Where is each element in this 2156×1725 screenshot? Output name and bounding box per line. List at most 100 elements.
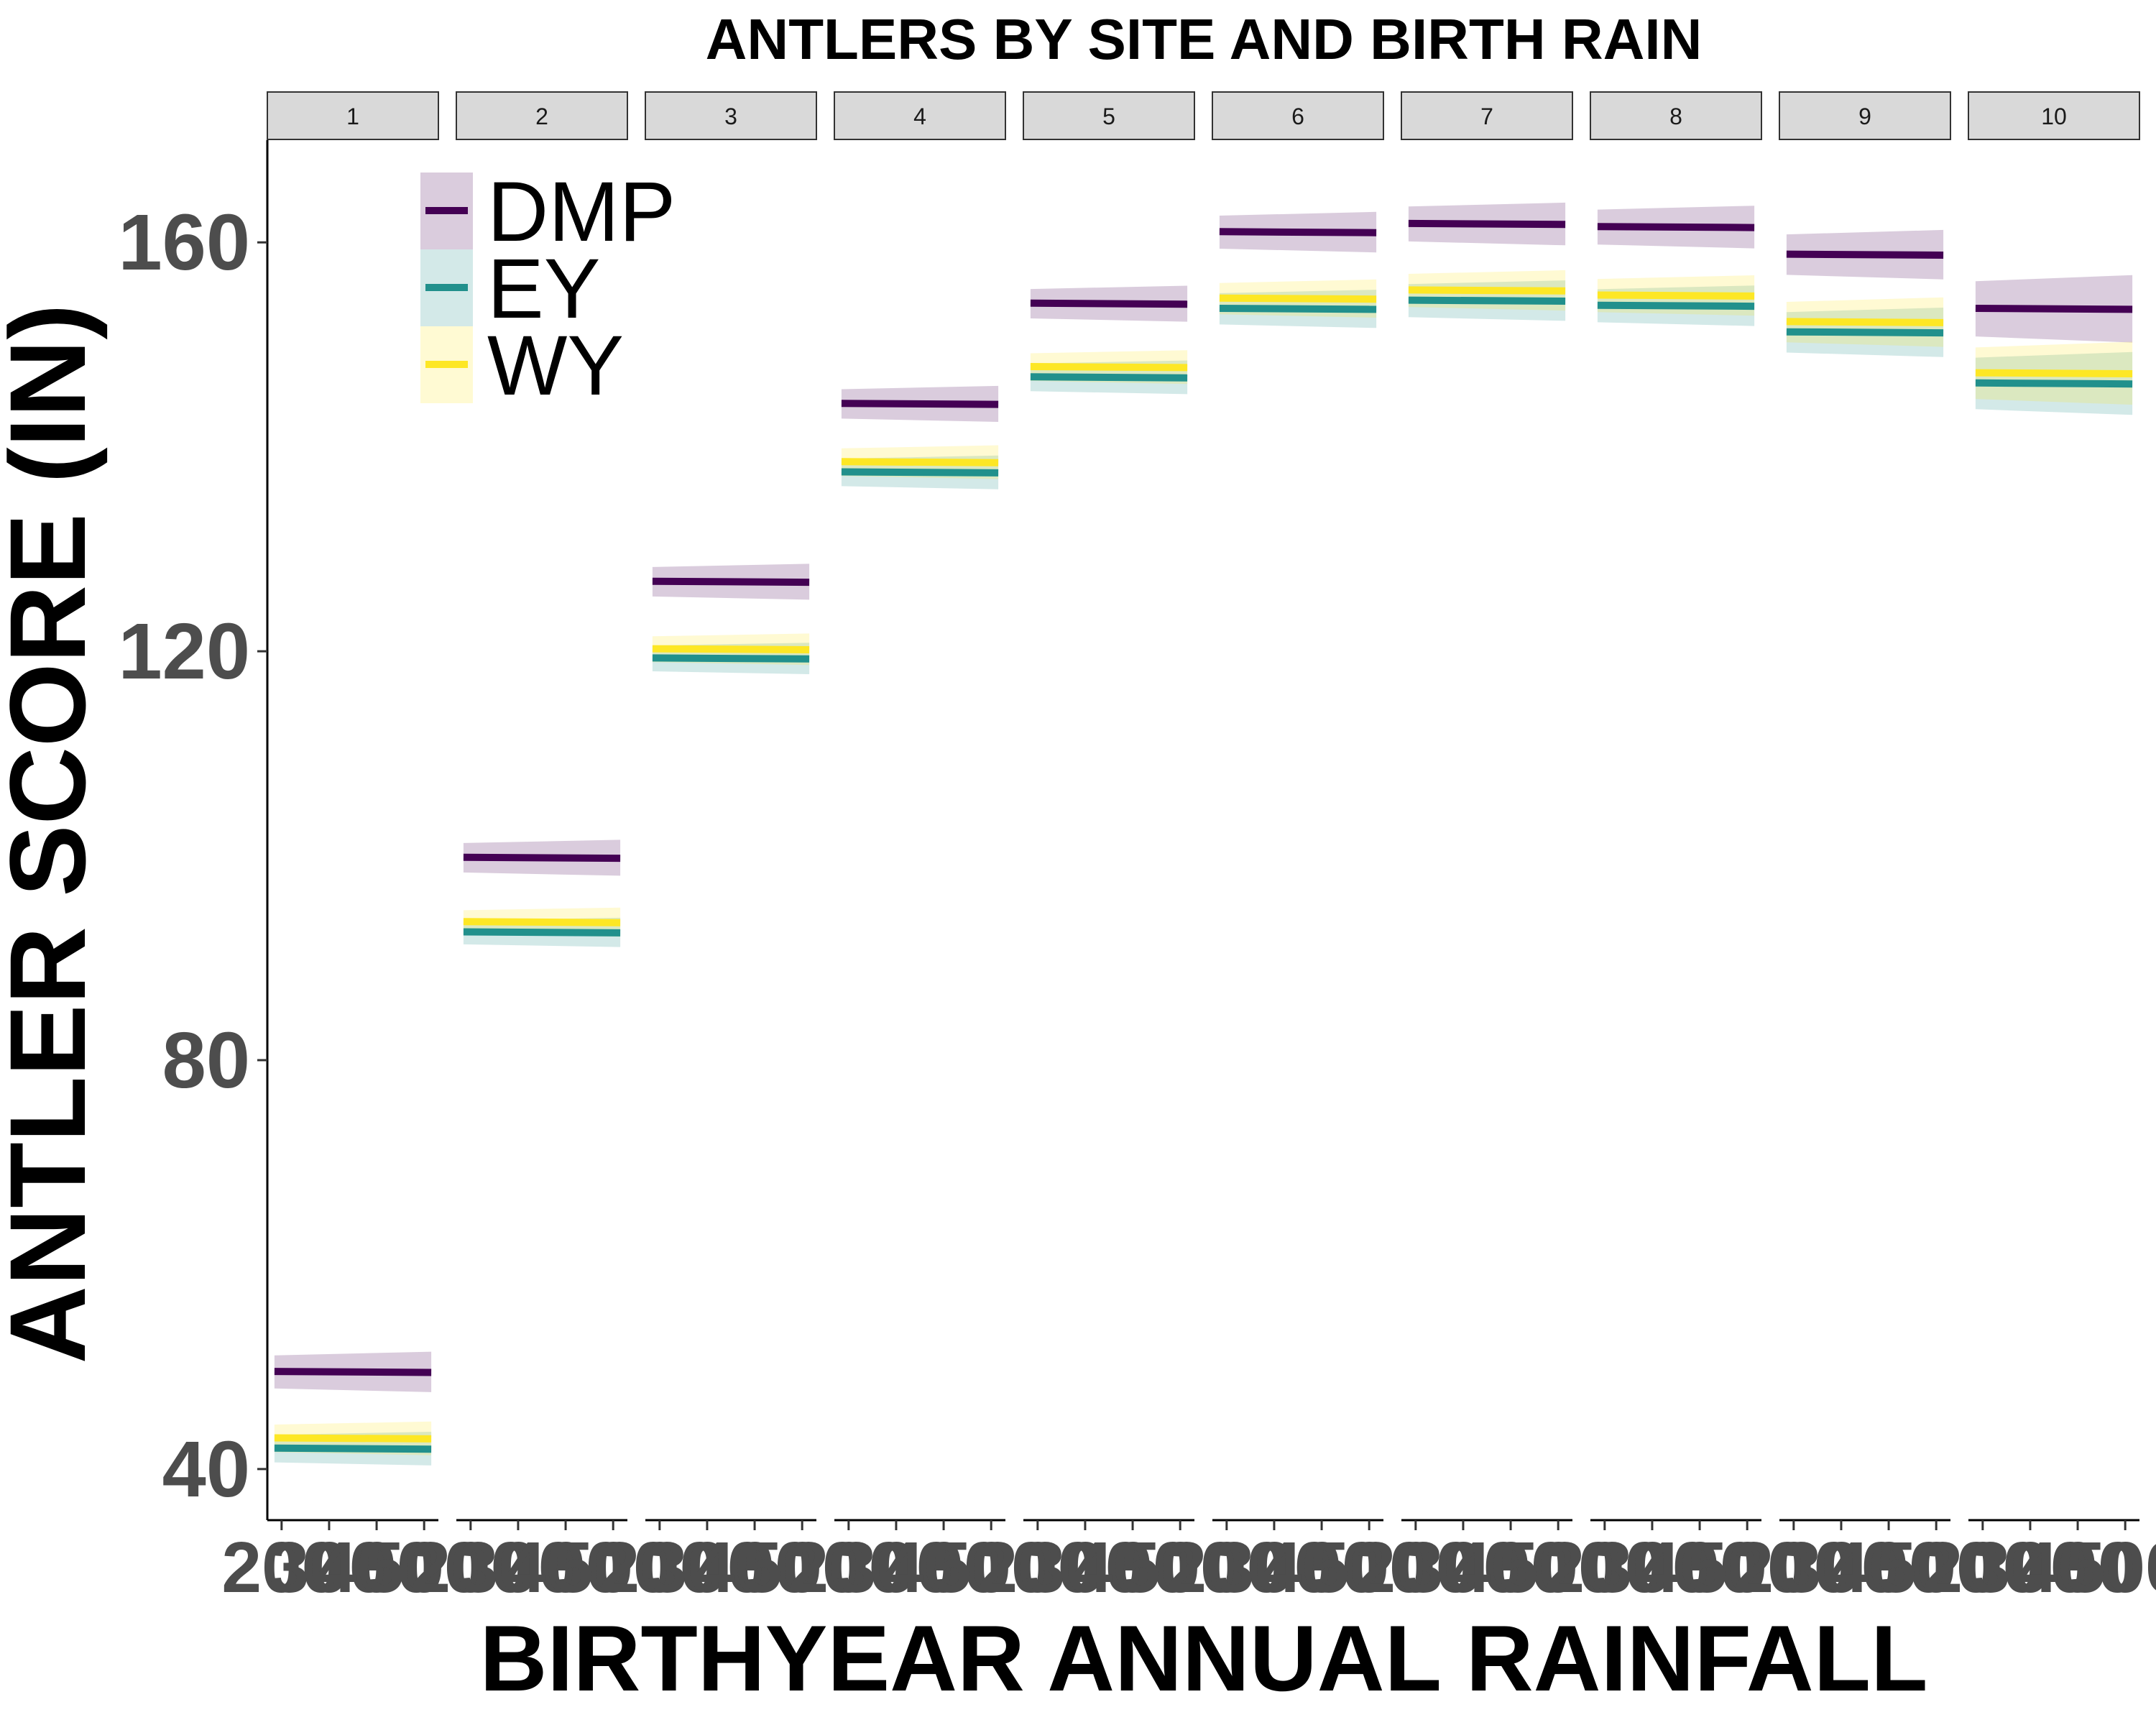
x-tick-label-2-400: 400 (506, 1527, 626, 1608)
x-tick-label-9-500: 500 (1876, 1527, 1996, 1608)
y-tick-label-160: 160 (118, 198, 250, 287)
x-tick-label-10-500: 500 (2065, 1527, 2156, 1608)
line-ey-2 (463, 928, 621, 937)
x-tick-label-4-400: 400 (884, 1527, 1004, 1608)
line-ey-4 (841, 468, 999, 477)
x-tick-label-8-300: 300 (1593, 1527, 1713, 1608)
x-tick-label-3-400: 400 (695, 1527, 815, 1608)
facet-strip-label-7: 7 (1480, 104, 1493, 129)
line-wy-4 (841, 458, 999, 466)
x-tick-label-2-500: 500 (553, 1527, 673, 1608)
x-axis-label: BIRTHYEAR ANNUAL RAINFALL (480, 1606, 1928, 1711)
x-tick-label-7-500: 500 (1498, 1527, 1618, 1608)
facet-strip-label-2: 2 (535, 104, 548, 129)
facet-strip-label-3: 3 (724, 104, 737, 129)
facet-strip-2 (456, 91, 628, 140)
x-tick-label-2-300: 300 (459, 1527, 579, 1608)
x-tick-label-6-300: 300 (1215, 1527, 1335, 1608)
y-axis-ticks: 40 80 120 160 (118, 198, 267, 1514)
line-wy-3 (652, 645, 810, 653)
facet-strip-1 (267, 91, 439, 140)
x-tick-label-8-500: 500 (1687, 1527, 1807, 1608)
y-tick-label-40: 40 (162, 1425, 250, 1514)
x-tick-label-9-200: 200 (1733, 1527, 1853, 1608)
x-tick-label-1-400: 400 (317, 1527, 437, 1608)
facet-strip-10 (1968, 91, 2140, 140)
line-dmp-2 (463, 853, 621, 862)
x-tick-label-3-200: 200 (599, 1527, 719, 1608)
line-ey-7 (1408, 296, 1566, 305)
x-tick-label-6-400: 400 (1262, 1527, 1382, 1608)
x-tick-label-4-300: 300 (837, 1527, 957, 1608)
line-ey-9 (1786, 328, 1944, 337)
facet-strip-label-6: 6 (1291, 104, 1304, 129)
line-ey-1 (274, 1444, 432, 1453)
x-tick-label-6-200: 200 (1166, 1527, 1286, 1608)
line-ey-10 (1975, 379, 2133, 388)
x-tick-label-5-400: 400 (1073, 1527, 1193, 1608)
x-tick-label-5-500: 500 (1120, 1527, 1240, 1608)
line-wy-10 (1975, 369, 2133, 377)
x-tick-label-7-400: 400 (1451, 1527, 1571, 1608)
x-tick-label-6-500: 500 (1309, 1527, 1429, 1608)
line-dmp-1 (274, 1368, 432, 1376)
y-tick-label-80: 80 (162, 1016, 250, 1105)
line-ey-5 (1030, 373, 1188, 382)
x-tick-label-4-200: 200 (788, 1527, 908, 1608)
x-tick-label-10-200: 200 (1922, 1527, 2042, 1608)
line-ey-6 (1219, 305, 1377, 313)
y-axis-label: ANTLER SCORE (IN) (0, 304, 108, 1364)
facet-strip-9 (1779, 91, 1951, 140)
x-tick-label-4-500: 500 (931, 1527, 1051, 1608)
line-wy-2 (463, 918, 621, 926)
x-tick-label-1-200: 200 (221, 1527, 341, 1608)
legend-label-wy: WY (487, 318, 624, 413)
line-wy-8 (1597, 291, 1755, 300)
facet-strip-8 (1590, 91, 1762, 140)
x-tick-label-1-500: 500 (364, 1527, 484, 1608)
series-lines (274, 219, 2133, 1453)
x-tick-label-9-300: 300 (1782, 1527, 1902, 1608)
x-tick-label-9-400: 400 (1829, 1527, 1949, 1608)
line-dmp-8 (1597, 223, 1755, 231)
line-dmp-9 (1786, 250, 1944, 259)
x-tick-label-3-300: 300 (648, 1527, 768, 1608)
x-tick-label-10-400: 400 (2018, 1527, 2138, 1608)
legend-label-ey: EY (487, 242, 600, 336)
x-tick-label-5-200: 200 (977, 1527, 1097, 1608)
x-tick-label-1-300: 300 (270, 1527, 390, 1608)
facet-strip-3 (645, 91, 817, 140)
line-dmp-6 (1219, 228, 1377, 236)
line-dmp-4 (841, 400, 999, 408)
line-wy-6 (1219, 294, 1377, 303)
facet-strips: 1 2 3 4 5 6 7 8 9 10 (267, 91, 2140, 140)
facet-strip-label-9: 9 (1858, 104, 1871, 129)
facet-strip-7 (1401, 91, 1573, 140)
axes (266, 140, 2139, 1522)
x-tick-label-8-200: 200 (1544, 1527, 1664, 1608)
facet-strip-label-1: 1 (346, 104, 359, 129)
x-tick-label-7-300: 300 (1404, 1527, 1524, 1608)
facet-strip-6 (1212, 91, 1384, 140)
facet-strip-label-5: 5 (1102, 104, 1115, 129)
facet-strip-4 (834, 91, 1006, 140)
facet-strip-label-4: 4 (913, 104, 926, 129)
chart-title: ANTLERS BY SITE AND BIRTH RAIN (706, 7, 1703, 71)
line-wy-9 (1786, 318, 1944, 326)
line-dmp-3 (652, 577, 810, 586)
x-tick-label-10-300: 300 (1971, 1527, 2091, 1608)
line-ey-8 (1597, 301, 1755, 310)
x-tick-label-5-300: 300 (1026, 1527, 1146, 1608)
x-tick-label-2-200: 200 (410, 1527, 530, 1608)
x-tick-label-8-400: 400 (1640, 1527, 1760, 1608)
facet-strip-label-8: 8 (1669, 104, 1682, 129)
line-dmp-10 (1975, 305, 2133, 313)
facet-strip-label-10: 10 (2041, 104, 2067, 129)
x-tick-label-3-500: 500 (742, 1527, 862, 1608)
y-tick-label-120: 120 (118, 607, 250, 696)
facet-strip-5 (1023, 91, 1195, 140)
legend-label-dmp: DMP (487, 165, 676, 259)
x-tick-label-7-200: 200 (1355, 1527, 1475, 1608)
